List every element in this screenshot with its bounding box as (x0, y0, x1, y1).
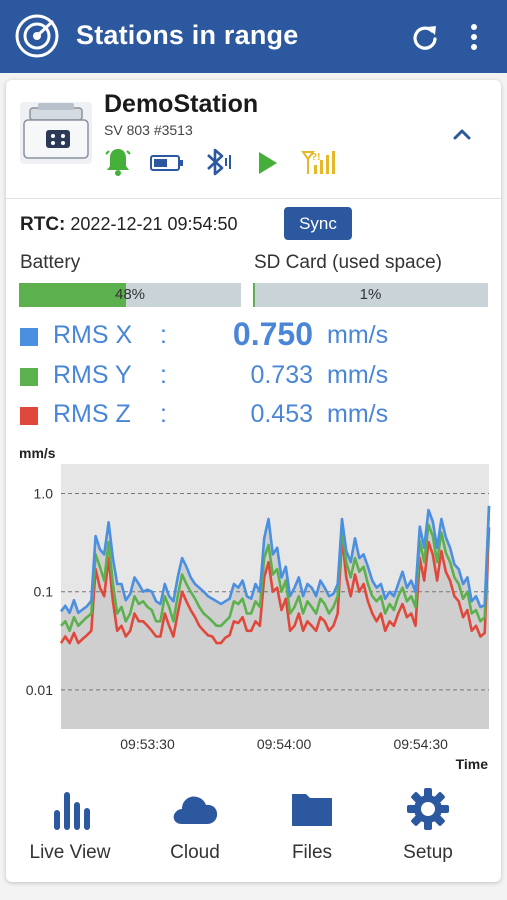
refresh-icon[interactable] (410, 22, 440, 52)
sd-card-label: SD Card (used space) (254, 252, 442, 273)
sd-card-bar: 1% (253, 283, 488, 307)
nav-cloud-label: Cloud (170, 842, 220, 863)
rms-y-swatch (20, 368, 38, 386)
station-card: DemoStation SV 803 #3513 (6, 80, 501, 882)
battery-label: Battery (20, 252, 81, 273)
more-vert-icon[interactable] (462, 22, 486, 52)
chevron-up-icon[interactable] (449, 124, 475, 144)
gear-icon (407, 788, 449, 830)
cloud-icon (173, 796, 218, 824)
bar-chart-icon (54, 792, 90, 830)
nav-cloud[interactable]: Cloud (140, 780, 250, 880)
card-divider (6, 198, 501, 199)
nav-setup-label: Setup (403, 842, 453, 863)
nav-live-view[interactable]: Live View (15, 780, 125, 880)
chart-x-tick-label: 09:54:30 (393, 736, 448, 752)
signal-icon: ?! (300, 148, 336, 181)
battery-icon (150, 154, 184, 177)
rms-y-value: 0.733 (250, 361, 313, 389)
chart-x-axis-label: Time (456, 756, 489, 770)
chart-y-tick-label: 0.1 (34, 584, 54, 600)
chart-y-tick-label: 1.0 (34, 486, 54, 502)
battery-bar: 48% (19, 283, 241, 307)
chart-y-tick-label: 0.01 (26, 682, 53, 698)
rms-z-unit: mm/s (327, 400, 389, 428)
chart-x-tick-label: 09:53:30 (120, 736, 175, 752)
rms-y-unit: mm/s (327, 361, 389, 389)
station-device-image (20, 102, 92, 164)
nav-files[interactable]: Files (257, 780, 367, 880)
play-icon (256, 150, 280, 181)
sd-card-percent: 1% (359, 286, 382, 303)
rms-chart[interactable]: 1.0 0.1 0.01 09:53:30 09:54:00 09:54:30 mm/s Ti… (6, 440, 501, 770)
bell-icon (104, 146, 132, 183)
radar-logo-icon (15, 14, 59, 58)
page-title: Stations in range (76, 20, 299, 50)
rms-z-row: RMS Z : 0.453 mm/s (18, 400, 498, 434)
chart-x-tick-label: 09:54:00 (257, 736, 312, 752)
chart-area-fill (61, 505, 489, 729)
rms-z-swatch (20, 407, 38, 425)
rms-x-swatch (20, 328, 38, 346)
rms-z-label: RMS Z (53, 400, 131, 428)
chart-y-axis-label: mm/s (19, 445, 56, 461)
bottom-nav: Live View Cloud Files (6, 780, 501, 880)
rms-y-colon: : (160, 361, 167, 389)
chart-series-line (59, 505, 491, 615)
nav-files-label: Files (291, 842, 333, 863)
rms-y-row: RMS Y : 0.733 mm/s (18, 361, 498, 395)
svg-text:?!: ?! (311, 152, 320, 163)
nav-live-view-label: Live View (29, 842, 111, 863)
rtc-label: RTC: (20, 214, 66, 235)
rms-y-label: RMS Y (53, 361, 132, 389)
app-bar: Stations in range (0, 0, 507, 73)
bluetooth-icon (202, 146, 234, 183)
rms-x-colon: : (160, 321, 167, 349)
battery-percent: 48% (114, 286, 146, 303)
folder-icon (292, 794, 332, 826)
station-serial: SV 803 #3513 (104, 122, 193, 138)
rtc-value: 2022-12-21 09:54:50 (70, 214, 238, 234)
station-name: DemoStation (104, 90, 259, 118)
rms-z-colon: : (160, 400, 167, 428)
rms-x-unit: mm/s (327, 321, 389, 349)
rms-x-row: RMS X : 0.750 mm/s (18, 316, 498, 355)
sync-button[interactable]: Sync (284, 207, 352, 240)
rms-x-label: RMS X (53, 321, 133, 349)
rms-z-value: 0.453 (250, 400, 313, 428)
sd-card-bar-fill (253, 283, 256, 307)
rtc-row: RTC: 2022-12-21 09:54:50 (20, 214, 238, 236)
rms-x-value: 0.750 (232, 316, 313, 352)
battery-bar-fill (19, 283, 126, 307)
nav-setup[interactable]: Setup (373, 780, 483, 880)
